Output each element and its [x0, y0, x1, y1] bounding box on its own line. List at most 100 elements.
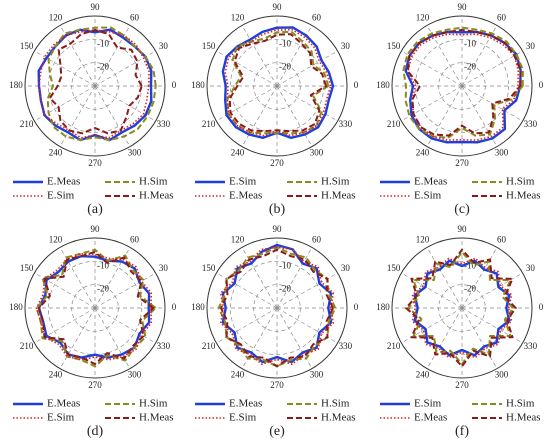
angle-tick-label: 0 — [172, 80, 177, 90]
legend-label: E.Sim — [47, 190, 75, 202]
grid-spoke — [426, 247, 463, 309]
series-line — [46, 26, 157, 142]
outer-ring — [24, 15, 166, 157]
legend-label: E.Meas — [229, 190, 262, 202]
angle-tick-label: 90 — [458, 2, 468, 12]
legend-label: H.Meas — [506, 412, 541, 424]
angle-tick-label: 210 — [202, 119, 216, 129]
angle-tick-label: 120 — [416, 235, 430, 245]
series-line — [406, 29, 522, 137]
grid-spoke — [401, 50, 463, 87]
angle-tick-label: 0 — [539, 302, 544, 312]
series-line — [407, 33, 520, 141]
legend-label: H.Sim — [506, 176, 535, 188]
angle-tick-label: 0 — [172, 302, 177, 312]
r-tick-label: -20 — [97, 284, 109, 294]
legend-label: H.Meas — [321, 190, 356, 202]
panel-label: (d) — [87, 424, 104, 439]
angle-tick-label: 300 — [128, 370, 142, 380]
grid-spoke — [59, 247, 96, 309]
r-tick-label: -20 — [279, 284, 291, 294]
legend-label: H.Meas — [321, 412, 356, 424]
legend-label: H.Sim — [321, 176, 350, 188]
grid-spoke — [461, 50, 523, 87]
legend-label: H.Sim — [139, 398, 168, 410]
grid-spoke — [461, 307, 498, 369]
series-line — [228, 33, 327, 133]
angle-tick-label: 30 — [526, 41, 536, 51]
angle-tick-label: 210 — [20, 119, 34, 129]
angle-tick-label: 270 — [270, 380, 284, 390]
grid-spoke — [94, 272, 156, 309]
angle-tick-label: 90 — [91, 224, 101, 234]
angle-tick-label: 90 — [458, 224, 468, 234]
r-tick-label: -10 — [279, 38, 291, 48]
angle-tick-label: 150 — [387, 41, 401, 51]
angle-tick-label: 0 — [539, 80, 544, 90]
r-tick-label: -20 — [464, 284, 476, 294]
legend-label: E.Sim — [414, 190, 442, 202]
legend-label: E.Meas — [47, 176, 80, 188]
legend-label: E.Meas — [414, 412, 447, 424]
grid-spoke — [426, 307, 463, 369]
series-line — [221, 243, 333, 364]
angle-tick-label: 270 — [88, 158, 102, 168]
angle-tick-label: 120 — [49, 235, 63, 245]
series-line — [38, 251, 155, 365]
r-tick-label: -20 — [97, 62, 109, 72]
angle-tick-label: 90 — [91, 2, 101, 12]
series-line — [217, 246, 337, 368]
angle-tick-label: 330 — [339, 341, 353, 351]
panel-label: (b) — [269, 202, 286, 217]
angle-tick-label: 60 — [312, 235, 322, 245]
legend-label: H.Meas — [139, 412, 174, 424]
angle-tick-label: 30 — [526, 263, 536, 273]
angle-tick-label: 180 — [376, 80, 390, 90]
angle-tick-label: 300 — [128, 148, 142, 158]
legend-label: E.Sim — [414, 398, 442, 410]
angle-tick-label: 270 — [88, 380, 102, 390]
angle-tick-label: 240 — [416, 370, 430, 380]
angle-tick-label: 0 — [354, 302, 359, 312]
angle-tick-label: 330 — [524, 341, 538, 351]
angle-tick-label: 240 — [49, 370, 63, 380]
grid-ring — [414, 38, 510, 134]
legend-label: E.Sim — [229, 412, 257, 424]
angle-tick-label: 180 — [191, 302, 205, 312]
angle-tick-label: 60 — [312, 13, 322, 23]
angle-tick-label: 240 — [49, 148, 63, 158]
angle-tick-label: 120 — [231, 13, 245, 23]
angle-tick-label: 210 — [202, 341, 216, 351]
angle-tick-label: 30 — [159, 263, 169, 273]
grid-spoke — [276, 85, 313, 147]
r-tick-label: -20 — [464, 62, 476, 72]
panel-label: (a) — [87, 202, 103, 217]
angle-tick-label: 330 — [524, 119, 538, 129]
angle-tick-label: 300 — [495, 370, 509, 380]
r-tick-label: -10 — [97, 38, 109, 48]
legend-label: E.Sim — [229, 176, 257, 188]
angle-tick-label: 180 — [376, 302, 390, 312]
grid-spoke — [276, 50, 338, 87]
angle-tick-label: 0 — [354, 80, 359, 90]
angle-tick-label: 240 — [416, 148, 430, 158]
series-line — [226, 30, 330, 135]
angle-tick-label: 210 — [387, 341, 401, 351]
r-tick-label: -20 — [279, 62, 291, 72]
series-line — [35, 253, 153, 361]
grid-ring — [414, 260, 510, 356]
outer-ring — [206, 15, 348, 157]
r-tick-label: -10 — [464, 260, 476, 270]
angle-tick-label: 300 — [310, 370, 324, 380]
angle-tick-label: 120 — [49, 13, 63, 23]
outer-ring — [206, 237, 348, 379]
legend-label: H.Sim — [139, 176, 168, 188]
legend-label: H.Meas — [506, 190, 541, 202]
series-line — [220, 248, 334, 368]
angle-tick-label: 30 — [159, 41, 169, 51]
grid-spoke — [461, 272, 523, 309]
legend-label: H.Sim — [506, 398, 535, 410]
angle-tick-label: 60 — [497, 235, 507, 245]
angle-tick-label: 210 — [20, 341, 34, 351]
